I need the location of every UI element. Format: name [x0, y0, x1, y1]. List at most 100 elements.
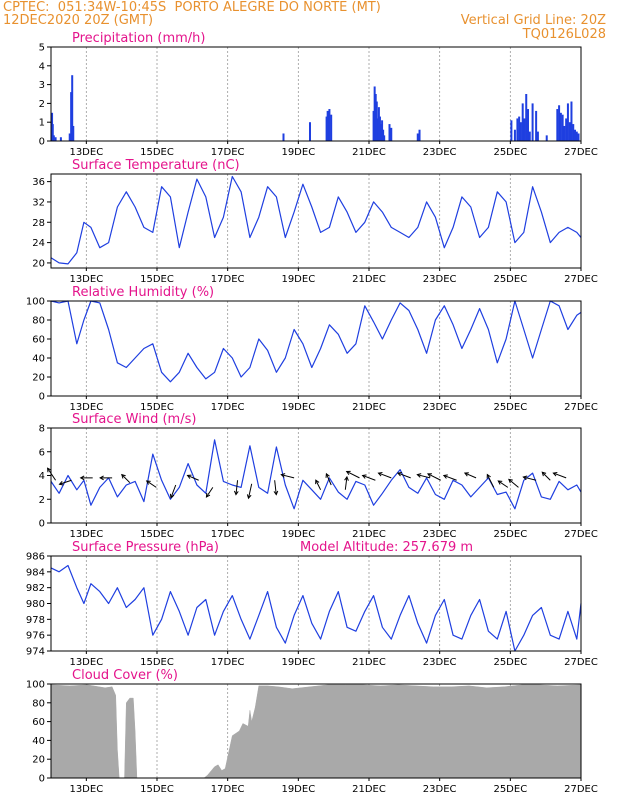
header-station: CPTEC: 051:34W-10:45S PORTO ALEGRE DO NO… [3, 0, 381, 15]
precip-bar [325, 116, 328, 141]
precip-ytick-label: 0 [39, 137, 45, 148]
wind-vector-head [121, 473, 126, 479]
wind-vector-shaft [497, 480, 509, 488]
temp-xtick-label: 25DEC [493, 274, 527, 285]
wind-vector-head [273, 490, 279, 496]
wind-ytick-label: 2 [39, 495, 45, 506]
precip-bar [282, 133, 285, 141]
cloud-xtick-label: 13DEC [69, 784, 103, 795]
wind-vector-head [486, 473, 491, 479]
pres-xtick-label: 25DEC [493, 657, 527, 668]
rh-ytick-label: 80 [32, 316, 45, 327]
precip-bar [382, 129, 385, 141]
wind-xtick-label: 19DEC [281, 529, 315, 540]
wind-vector-shaft [59, 479, 72, 485]
precip-bar [326, 110, 329, 141]
rh-xtick-label: 15DEC [140, 402, 174, 413]
precip-bar [308, 122, 311, 141]
wind-vector [377, 472, 392, 479]
rh-xtick-label: 13DEC [69, 402, 103, 413]
header-model-code: TQ0126L028 [522, 27, 606, 42]
precip-xtick-label: 15DEC [140, 147, 174, 158]
cloud-area [50, 684, 582, 779]
precip-bar [380, 124, 383, 141]
wind-vector [442, 474, 457, 481]
wind-vector-shaft [464, 472, 477, 479]
precip-bar [328, 109, 331, 141]
precip-bar [383, 135, 386, 141]
precip-bar [536, 131, 539, 141]
precip-xtick-label: 25DEC [493, 147, 527, 158]
wind-vector-shaft [486, 474, 495, 488]
wind-vector-shaft [121, 474, 131, 483]
wind-vector-shaft [443, 474, 457, 481]
wind-xtick-label: 27DEC [564, 529, 598, 540]
precip-bar [372, 110, 375, 141]
precip-bar [510, 120, 513, 141]
wind-vector-head [396, 472, 402, 477]
temp-xtick-label: 19DEC [281, 274, 315, 285]
wind-vector-head [79, 475, 85, 481]
precip-ytick-label: 3 [39, 80, 45, 91]
precip-xtick-label: 17DEC [211, 147, 245, 158]
precip-panel: 0 1 2 3 4 5 13DEC 15DEC 17DEC 19DEC 21DEC 23DEC 25DE… [39, 31, 598, 158]
wind-vector [99, 475, 113, 481]
wind-ytick-label: 4 [39, 471, 45, 482]
precip-bar [381, 120, 384, 141]
precip-ytick-label: 2 [39, 99, 45, 110]
wind-vector [280, 473, 295, 479]
temp-xtick-label: 17DEC [211, 274, 245, 285]
wind-vector [522, 475, 537, 481]
pres-xtick-label: 27DEC [564, 657, 598, 668]
wind-ytick-label: 6 [39, 447, 45, 458]
wind-vector-head [58, 480, 64, 486]
wind-vector-shaft [47, 467, 57, 481]
rh-xtick-label: 25DEC [493, 402, 527, 413]
precip-bar [573, 129, 576, 141]
wind-line [50, 439, 582, 510]
wind-vector [345, 470, 360, 479]
temp-xtick-label: 13DEC [69, 274, 103, 285]
wind-vector [169, 484, 177, 499]
cloud-xtick-label: 17DEC [211, 784, 245, 795]
temp-ytick-label: 28 [32, 218, 45, 229]
precip-bar [418, 129, 421, 141]
wind-vector [145, 480, 157, 488]
wind-vector-head [233, 490, 239, 496]
wind-vector-shaft [344, 476, 348, 490]
precip-bar [70, 92, 73, 141]
precip-bar [565, 118, 568, 141]
wind-vector-head [315, 479, 320, 485]
wind-vector-shaft [378, 472, 392, 479]
precip-bar [516, 118, 519, 141]
wind-vector-head [442, 474, 448, 479]
temp-ytick-label: 32 [32, 197, 45, 208]
wind-vector [58, 479, 72, 486]
rh-frame [50, 300, 582, 397]
wind-vector-shaft [146, 480, 157, 488]
cloud-ytick-label: 40 [32, 736, 45, 747]
pres-ytick-label: 974 [26, 647, 45, 658]
cloud-xtick-label: 23DEC [423, 784, 457, 795]
precip-bar [416, 133, 419, 141]
wind-vector-head [344, 475, 349, 481]
precip-bar [566, 103, 569, 141]
wind-vector-head [463, 472, 469, 477]
wind-vector-head [361, 474, 367, 479]
cloud-ytick-label: 80 [32, 698, 45, 709]
rh-xtick-label: 17DEC [211, 402, 245, 413]
temp-panel: 20 24 28 32 36 13DEC 15DEC 17DEC 19DEC 21DEC 23DEC… [32, 158, 598, 285]
wind-xtick-label: 15DEC [140, 529, 174, 540]
wind-vector-shaft [508, 478, 519, 488]
wind-vector [497, 480, 509, 488]
precip-bar [559, 112, 562, 141]
temp-ytick-label: 20 [32, 258, 45, 269]
wind-vector [552, 472, 567, 479]
temp-title: Surface Temperature (nC) [72, 158, 240, 173]
wind-vector-shaft [397, 472, 411, 479]
cloud-panel: 0 20 40 60 80 100 13DEC 15DEC 17DEC 19DEC 21DEC 23D… [26, 668, 598, 795]
wind-vector [79, 475, 93, 481]
precip-bar [561, 114, 564, 141]
rh-xtick-label: 21DEC [352, 402, 386, 413]
cloud-xtick-label: 21DEC [352, 784, 386, 795]
